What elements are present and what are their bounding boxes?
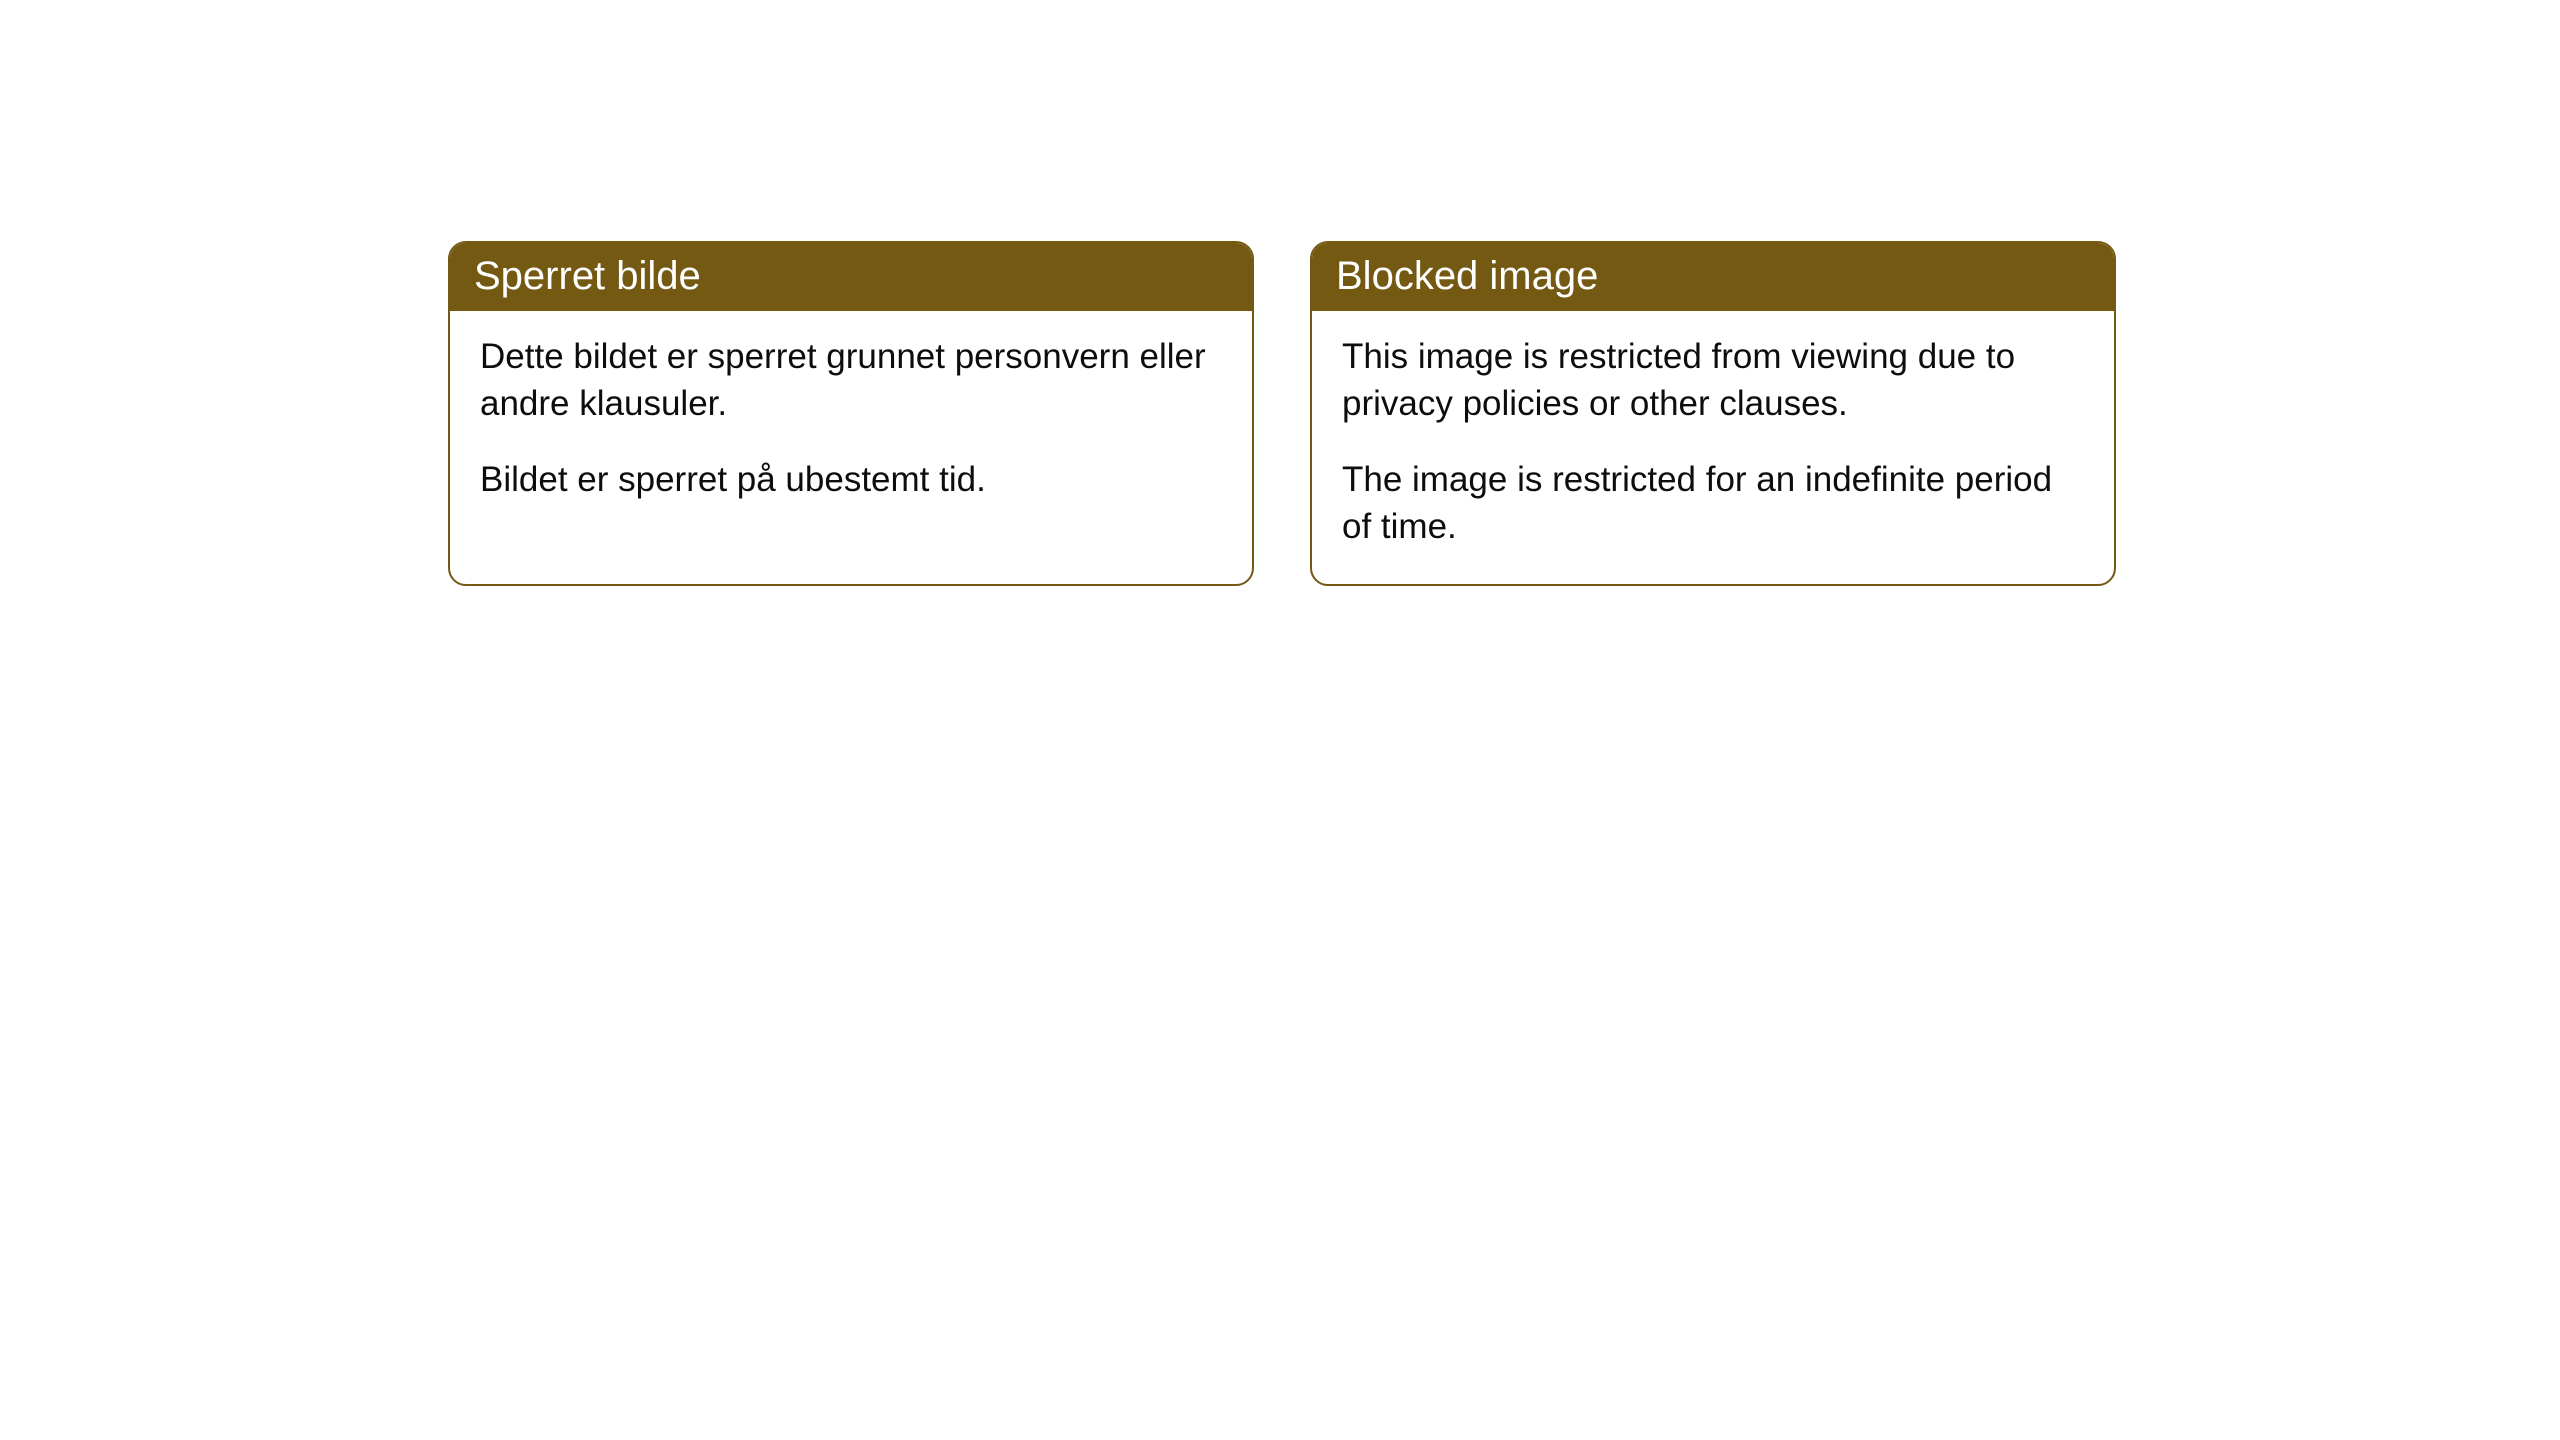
card-body: Dette bildet er sperret grunnet personve…	[450, 311, 1252, 537]
card-paragraph: Bildet er sperret på ubestemt tid.	[480, 456, 1222, 503]
card-paragraph: Dette bildet er sperret grunnet personve…	[480, 333, 1222, 428]
card-body: This image is restricted from viewing du…	[1312, 311, 2114, 584]
card-paragraph: This image is restricted from viewing du…	[1342, 333, 2084, 428]
card-header: Sperret bilde	[450, 243, 1252, 311]
cards-container: Sperret bilde Dette bildet er sperret gr…	[448, 241, 2116, 586]
blocked-image-card-en: Blocked image This image is restricted f…	[1310, 241, 2116, 586]
card-paragraph: The image is restricted for an indefinit…	[1342, 456, 2084, 551]
blocked-image-card-no: Sperret bilde Dette bildet er sperret gr…	[448, 241, 1254, 586]
card-header: Blocked image	[1312, 243, 2114, 311]
